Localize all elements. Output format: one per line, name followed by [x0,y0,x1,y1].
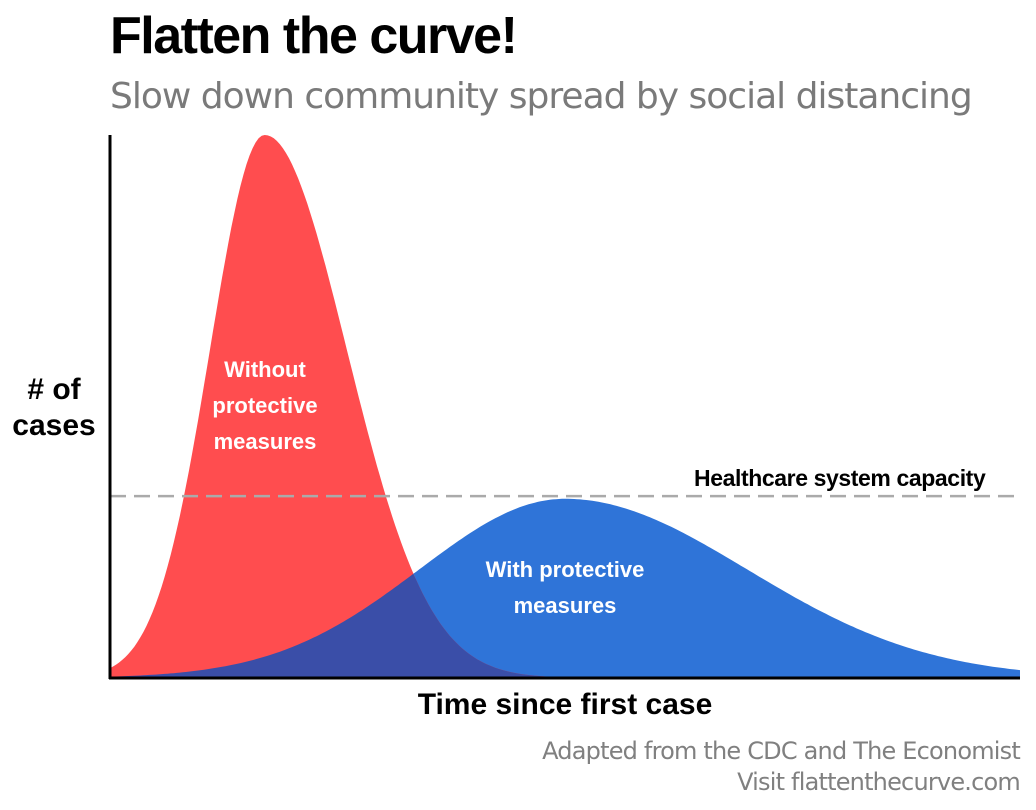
with-measures-label: With protective measures [485,557,645,618]
y-axis-label: # of cases [12,373,96,442]
x-axis-label: Time since first case [417,688,713,721]
chart-subtitle: Slow down community spread by social dis… [110,76,973,117]
without-measures-label: Without protective measures [212,357,318,454]
chart-title: Flatten the curve! [110,7,518,65]
capacity-label: Healthcare system capacity [694,465,986,491]
credit-link[interactable]: Visit flattenthecurve.com [737,768,1021,796]
without-measures-area [110,135,1020,678]
credit-source: Adapted from the CDC and The Economist [542,737,1021,765]
overlap-area [110,573,1020,678]
